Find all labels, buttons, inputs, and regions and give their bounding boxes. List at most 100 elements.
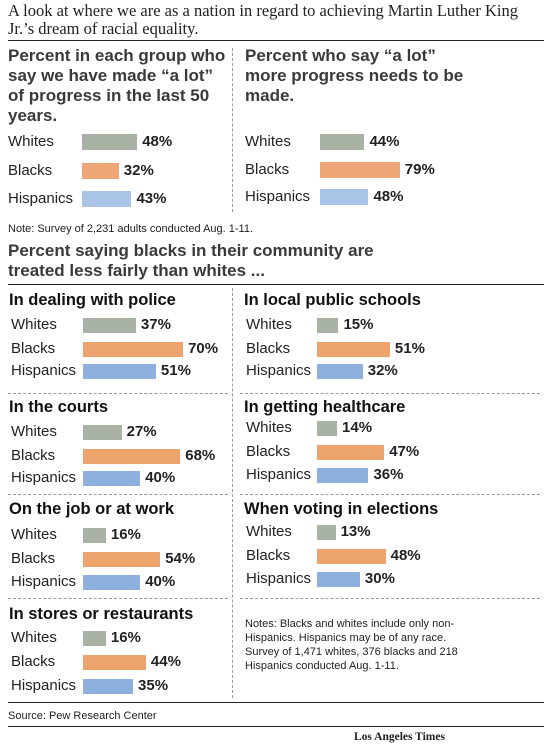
top-divider [232,48,233,212]
chart-5-bar-blacks [317,444,385,460]
chart-0-bar-blacks [82,163,119,179]
chart-6-bar-whites [83,527,106,543]
chart-7-bar-whites [317,524,336,540]
chart-2-bar-whites [83,317,136,333]
chart-1-category-whites: Whites [245,133,291,150]
chart-4-bar-blacks [83,448,181,464]
chart-4-bar-whites [83,424,122,440]
chart-3-bar-blacks [317,341,390,357]
chart-6-category-blacks: Blacks [11,550,56,567]
bottom-rule [8,702,544,703]
chart-5-category-blacks: Blacks [246,443,291,460]
chart-8-category-hispanics: Hispanics [11,677,77,694]
chart-3-title: In local public schools [244,291,421,309]
panel-divider [240,598,540,599]
chart-3-category-whites: Whites [246,316,292,333]
chart-2-value-hispanics: 51% [160,362,191,379]
chart-3-value-blacks: 51% [394,340,425,357]
chart-8-category-whites: Whites [11,629,57,646]
section-title: Percent saying blacks in their community… [8,241,374,280]
chart-2-category-blacks: Blacks [11,340,56,357]
chart-6-category-hispanics: Hispanics [11,573,77,590]
chart-3-bar-hispanics [317,363,363,379]
chart-8-category-blacks: Blacks [11,653,56,670]
chart-7-bar-hispanics [317,571,360,587]
chart-4-category-hispanics: Hispanics [11,469,77,486]
chart-6-value-blacks: 54% [165,550,196,567]
chart-8-title: In stores or restaurants [9,605,194,623]
chart-7-bar-blacks [317,548,386,564]
credit-logo: Los Angeles Times [354,731,445,743]
chart-2-value-whites: 37% [140,316,171,333]
chart-2-value-blacks: 70% [188,340,219,357]
top-rule [8,40,544,41]
credit-rule [8,726,544,727]
chart-5-bar-hispanics [317,467,369,483]
chart-5-title: In getting healthcare [244,398,406,416]
intro-text: A look at where we are as a nation in re… [8,1,518,38]
chart-2-category-whites: Whites [11,316,57,333]
chart-1-bar-hispanics [320,189,369,205]
chart-8-value-whites: 16% [110,629,141,646]
chart-5-category-hispanics: Hispanics [246,466,312,483]
section-rule [8,284,544,285]
chart-0-title: Percent in each group who say we have ma… [8,46,226,125]
chart-3-value-whites: 15% [343,316,374,333]
chart-7-value-blacks: 48% [390,547,421,564]
chart-5-value-hispanics: 36% [373,466,404,483]
chart-1-category-blacks: Blacks [245,161,290,178]
chart-4-title: In the courts [9,398,109,416]
chart-4-value-whites: 27% [126,423,157,440]
chart-8-bar-hispanics [83,678,134,694]
chart-7-title: When voting in elections [244,500,439,518]
chart-8-bar-whites [83,630,106,646]
chart-0-category-whites: Whites [8,133,54,150]
source-note: Source: Pew Research Center [8,710,157,722]
chart-1-value-whites: 44% [369,133,400,150]
chart-3-bar-whites [317,317,339,333]
chart-4-value-blacks: 68% [185,447,216,464]
chart-1-bar-whites [320,134,365,150]
chart-0-bar-whites [82,134,138,150]
chart-0-value-blacks: 32% [123,162,154,179]
chart-1-category-hispanics: Hispanics [245,188,311,205]
chart-5-category-whites: Whites [246,419,292,436]
chart-6-title: On the job or at work [9,500,175,518]
chart-7-category-hispanics: Hispanics [246,570,312,587]
chart-7-category-whites: Whites [246,523,292,540]
panel-divider [240,494,540,495]
panel-divider [8,393,228,394]
chart-4-category-blacks: Blacks [11,447,56,464]
chart-6-bar-hispanics [83,574,141,590]
chart-1-value-hispanics: 48% [373,188,404,205]
chart-2-bar-hispanics [83,363,156,379]
chart-0-value-whites: 48% [142,133,173,150]
chart-4-category-whites: Whites [11,423,57,440]
chart-5-value-whites: 14% [342,419,373,436]
chart-2-category-hispanics: Hispanics [11,362,77,379]
chart-6-category-whites: Whites [11,526,57,543]
chart-1-title: Percent who say “a lot” more progress ne… [245,46,464,105]
chart-2-title: In dealing with police [9,291,176,309]
chart-8-value-blacks: 44% [150,653,181,670]
chart-1-value-blacks: 79% [404,161,435,178]
chart-8-bar-blacks [83,654,146,670]
chart-5-value-blacks: 47% [389,443,420,460]
chart-0-value-hispanics: 43% [136,190,167,207]
chart-0-category-hispanics: Hispanics [8,190,74,207]
bottom-divider [232,288,233,698]
panel-divider [8,494,228,495]
chart-7-value-whites: 13% [340,523,371,540]
chart-6-value-whites: 16% [110,526,141,543]
chart-0-bar-hispanics [82,191,132,207]
panel-divider [240,393,540,394]
chart-7-category-blacks: Blacks [246,547,291,564]
chart-3-category-blacks: Blacks [246,340,291,357]
chart-4-bar-hispanics [83,470,141,486]
chart-6-value-hispanics: 40% [145,573,176,590]
chart-2-bar-blacks [83,341,184,357]
panel-divider [8,598,228,599]
chart-3-value-hispanics: 32% [367,362,398,379]
chart-5-bar-whites [317,420,338,436]
survey-note: Note: Survey of 2,231 adults conducted A… [8,223,254,235]
